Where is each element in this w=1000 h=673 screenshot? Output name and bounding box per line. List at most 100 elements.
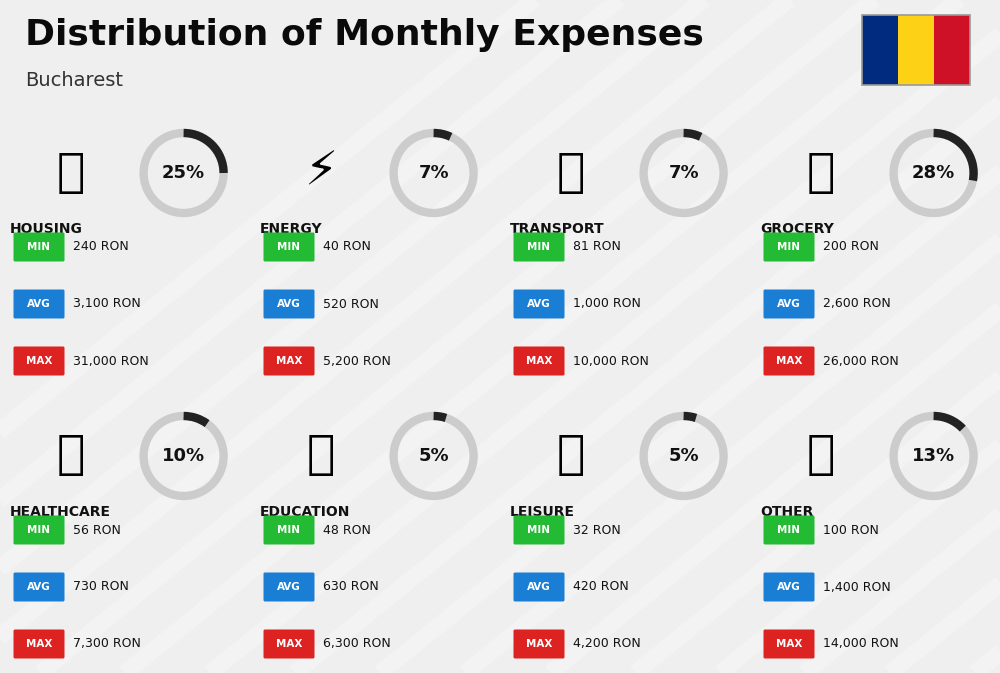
Text: 🛍️: 🛍️	[557, 433, 585, 479]
Text: 40 RON: 40 RON	[323, 240, 371, 254]
FancyBboxPatch shape	[14, 232, 64, 262]
Text: TRANSPORT: TRANSPORT	[510, 222, 605, 236]
Text: AVG: AVG	[27, 299, 51, 309]
Text: 6,300 RON: 6,300 RON	[323, 637, 391, 651]
Text: MAX: MAX	[776, 356, 802, 366]
Text: AVG: AVG	[777, 299, 801, 309]
FancyBboxPatch shape	[764, 573, 814, 602]
FancyBboxPatch shape	[14, 347, 64, 376]
Text: MAX: MAX	[776, 639, 802, 649]
Text: 13%: 13%	[912, 447, 955, 465]
Text: AVG: AVG	[777, 582, 801, 592]
Text: HEALTHCARE: HEALTHCARE	[10, 505, 111, 519]
Text: 31,000 RON: 31,000 RON	[73, 355, 149, 367]
FancyBboxPatch shape	[764, 629, 814, 658]
Text: LEISURE: LEISURE	[510, 505, 575, 519]
Text: Distribution of Monthly Expenses: Distribution of Monthly Expenses	[25, 18, 704, 52]
Text: Bucharest: Bucharest	[25, 71, 123, 90]
FancyBboxPatch shape	[764, 347, 814, 376]
Text: MAX: MAX	[276, 639, 302, 649]
Text: 5%: 5%	[418, 447, 449, 465]
Text: MIN: MIN	[277, 242, 300, 252]
Text: EDUCATION: EDUCATION	[260, 505, 350, 519]
FancyBboxPatch shape	[264, 347, 314, 376]
Text: MIN: MIN	[778, 242, 800, 252]
Text: MIN: MIN	[28, 525, 50, 535]
Text: 420 RON: 420 RON	[573, 581, 629, 594]
Text: 25%: 25%	[162, 164, 205, 182]
Text: AVG: AVG	[277, 299, 301, 309]
Text: AVG: AVG	[277, 582, 301, 592]
Text: 240 RON: 240 RON	[73, 240, 129, 254]
FancyBboxPatch shape	[514, 347, 564, 376]
Text: 10%: 10%	[162, 447, 205, 465]
FancyBboxPatch shape	[14, 573, 64, 602]
Text: 730 RON: 730 RON	[73, 581, 129, 594]
FancyBboxPatch shape	[264, 516, 314, 544]
Text: MAX: MAX	[526, 639, 552, 649]
FancyBboxPatch shape	[934, 15, 970, 85]
Text: 100 RON: 100 RON	[823, 524, 879, 536]
FancyBboxPatch shape	[514, 516, 564, 544]
Text: 3,100 RON: 3,100 RON	[73, 297, 141, 310]
FancyBboxPatch shape	[264, 573, 314, 602]
FancyBboxPatch shape	[14, 289, 64, 318]
Text: MIN: MIN	[778, 525, 800, 535]
Text: 1,000 RON: 1,000 RON	[573, 297, 641, 310]
FancyBboxPatch shape	[764, 289, 814, 318]
FancyBboxPatch shape	[764, 232, 814, 262]
Text: MIN: MIN	[528, 525, 550, 535]
Text: 520 RON: 520 RON	[323, 297, 379, 310]
Text: 🛒: 🛒	[807, 151, 835, 195]
Text: OTHER: OTHER	[760, 505, 813, 519]
FancyBboxPatch shape	[514, 573, 564, 602]
Text: 🏥: 🏥	[57, 433, 85, 479]
Text: 🎓: 🎓	[307, 433, 335, 479]
Text: 5,200 RON: 5,200 RON	[323, 355, 391, 367]
Text: MIN: MIN	[28, 242, 50, 252]
Text: 56 RON: 56 RON	[73, 524, 121, 536]
Text: MAX: MAX	[276, 356, 302, 366]
Text: 🚌: 🚌	[557, 151, 585, 195]
FancyBboxPatch shape	[264, 629, 314, 658]
Text: 7%: 7%	[668, 164, 699, 182]
Text: 💼: 💼	[807, 433, 835, 479]
Text: ENERGY: ENERGY	[260, 222, 323, 236]
FancyBboxPatch shape	[514, 232, 564, 262]
Text: 10,000 RON: 10,000 RON	[573, 355, 649, 367]
Text: 28%: 28%	[912, 164, 955, 182]
Text: MAX: MAX	[26, 639, 52, 649]
Text: 4,200 RON: 4,200 RON	[573, 637, 641, 651]
Text: HOUSING: HOUSING	[10, 222, 83, 236]
FancyBboxPatch shape	[264, 232, 314, 262]
Text: 14,000 RON: 14,000 RON	[823, 637, 899, 651]
FancyBboxPatch shape	[14, 629, 64, 658]
Text: 1,400 RON: 1,400 RON	[823, 581, 891, 594]
FancyBboxPatch shape	[862, 15, 898, 85]
Text: AVG: AVG	[27, 582, 51, 592]
Text: 🏢: 🏢	[57, 151, 85, 195]
Text: 7,300 RON: 7,300 RON	[73, 637, 141, 651]
Text: 32 RON: 32 RON	[573, 524, 621, 536]
FancyBboxPatch shape	[764, 516, 814, 544]
FancyBboxPatch shape	[514, 629, 564, 658]
Text: MAX: MAX	[26, 356, 52, 366]
FancyBboxPatch shape	[514, 289, 564, 318]
Text: 48 RON: 48 RON	[323, 524, 371, 536]
Text: 2,600 RON: 2,600 RON	[823, 297, 891, 310]
FancyBboxPatch shape	[14, 516, 64, 544]
Text: 200 RON: 200 RON	[823, 240, 879, 254]
Text: 7%: 7%	[418, 164, 449, 182]
Text: 81 RON: 81 RON	[573, 240, 621, 254]
Text: MAX: MAX	[526, 356, 552, 366]
Text: 26,000 RON: 26,000 RON	[823, 355, 899, 367]
Text: AVG: AVG	[527, 299, 551, 309]
FancyBboxPatch shape	[264, 289, 314, 318]
Text: MIN: MIN	[277, 525, 300, 535]
Text: 630 RON: 630 RON	[323, 581, 379, 594]
Text: 5%: 5%	[668, 447, 699, 465]
Text: ⚡: ⚡	[304, 151, 337, 195]
Text: AVG: AVG	[527, 582, 551, 592]
Text: MIN: MIN	[528, 242, 550, 252]
Text: GROCERY: GROCERY	[760, 222, 834, 236]
